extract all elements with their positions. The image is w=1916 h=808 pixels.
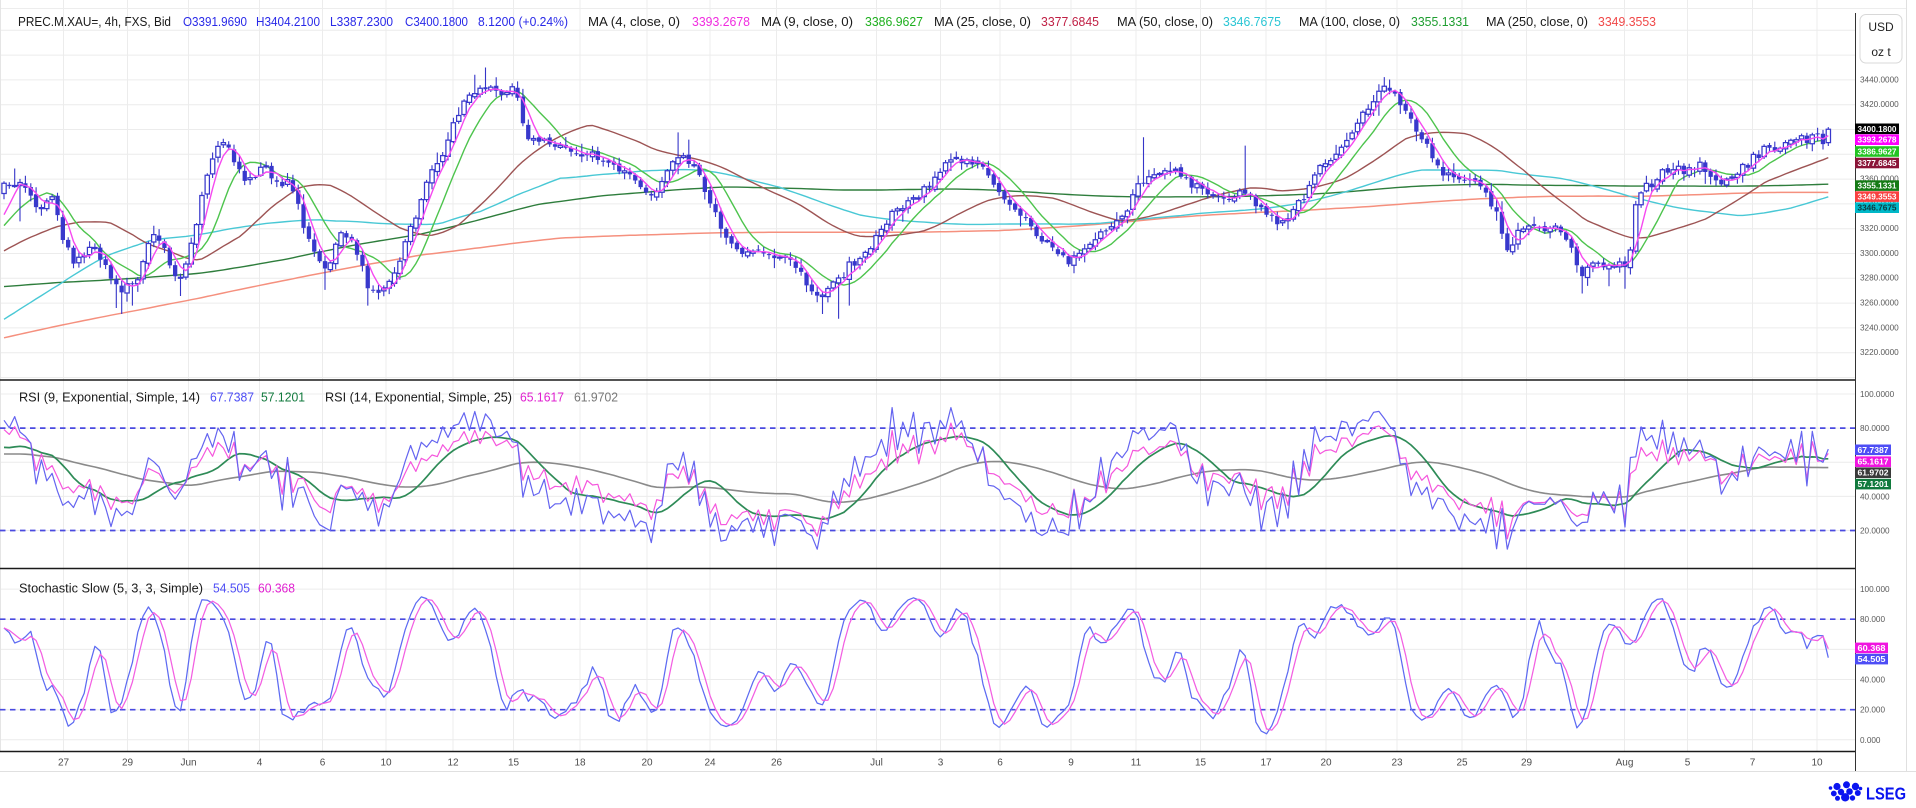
- svg-text:20: 20: [641, 758, 653, 769]
- svg-text:3360.0000: 3360.0000: [1860, 175, 1899, 184]
- svg-text:3440.0000: 3440.0000: [1860, 75, 1899, 84]
- svg-text:20.0000: 20.0000: [1860, 526, 1890, 535]
- svg-text:57.1201: 57.1201: [1858, 479, 1889, 489]
- svg-text:Stochastic Slow (5, 3, 3, Simp: Stochastic Slow (5, 3, 3, Simple): [19, 582, 203, 596]
- svg-text:54.505: 54.505: [1858, 654, 1886, 664]
- svg-text:C3400.1800: C3400.1800: [405, 15, 468, 29]
- svg-text:MA (250, close, 0): MA (250, close, 0): [1486, 15, 1588, 29]
- svg-text:67.7387: 67.7387: [1858, 445, 1889, 455]
- svg-text:3300.0000: 3300.0000: [1860, 249, 1899, 258]
- svg-text:60.368: 60.368: [1858, 643, 1886, 653]
- svg-text:3377.6845: 3377.6845: [1858, 158, 1897, 168]
- svg-text:17: 17: [1260, 758, 1272, 769]
- svg-text:LSEG: LSEG: [1866, 784, 1906, 804]
- svg-text:65.1617: 65.1617: [520, 391, 564, 405]
- svg-text:67.7387: 67.7387: [210, 391, 254, 405]
- svg-text:H3404.2100: H3404.2100: [256, 15, 320, 29]
- svg-text:3420.0000: 3420.0000: [1860, 100, 1899, 109]
- svg-text:3355.1331: 3355.1331: [1858, 181, 1897, 191]
- svg-text:40.0000: 40.0000: [1860, 492, 1890, 501]
- svg-text:61.9702: 61.9702: [1858, 468, 1889, 478]
- svg-text:100.0000: 100.0000: [1860, 390, 1895, 399]
- svg-text:80.000: 80.000: [1860, 615, 1885, 624]
- svg-text:MA (9, close, 0): MA (9, close, 0): [761, 15, 853, 29]
- svg-text:7: 7: [1750, 758, 1756, 769]
- svg-text:20: 20: [1320, 758, 1332, 769]
- svg-text:24: 24: [704, 758, 716, 769]
- svg-text:3355.1331: 3355.1331: [1411, 15, 1469, 29]
- svg-text:3280.0000: 3280.0000: [1860, 274, 1899, 283]
- svg-text:O3391.9690: O3391.9690: [183, 15, 247, 29]
- svg-text:15: 15: [508, 758, 520, 769]
- svg-text:29: 29: [1521, 758, 1533, 769]
- svg-text:3349.3553: 3349.3553: [1858, 192, 1897, 202]
- svg-text:3393.2678: 3393.2678: [1858, 135, 1897, 145]
- svg-text:3320.0000: 3320.0000: [1860, 224, 1899, 233]
- svg-text:Aug: Aug: [1616, 758, 1634, 769]
- svg-text:23: 23: [1391, 758, 1403, 769]
- svg-text:3240.0000: 3240.0000: [1860, 323, 1899, 332]
- svg-text:11: 11: [1131, 758, 1142, 769]
- svg-text:29: 29: [122, 758, 134, 769]
- svg-text:Jul: Jul: [870, 758, 883, 769]
- svg-text:3377.6845: 3377.6845: [1041, 15, 1099, 29]
- svg-text:MA (25, close, 0): MA (25, close, 0): [934, 15, 1031, 29]
- svg-text:RSI (14, Exponential, Simple,: RSI (14, Exponential, Simple, 25): [325, 391, 512, 405]
- svg-text:MA (4, close, 0): MA (4, close, 0): [588, 15, 680, 29]
- svg-text:57.1201: 57.1201: [261, 391, 305, 405]
- svg-text:0.000: 0.000: [1860, 736, 1881, 745]
- svg-text:3393.2678: 3393.2678: [692, 15, 750, 29]
- svg-text:MA (100, close, 0): MA (100, close, 0): [1299, 15, 1400, 29]
- svg-text:54.505: 54.505: [213, 582, 250, 596]
- svg-text:6: 6: [997, 758, 1003, 769]
- svg-text:USD: USD: [1868, 20, 1894, 34]
- svg-text:3220.0000: 3220.0000: [1860, 348, 1899, 357]
- svg-text:3346.7675: 3346.7675: [1223, 15, 1281, 29]
- svg-text:65.1617: 65.1617: [1858, 457, 1889, 467]
- svg-text:3349.3553: 3349.3553: [1598, 15, 1656, 29]
- svg-text:18: 18: [574, 758, 586, 769]
- svg-text:40.000: 40.000: [1860, 676, 1885, 685]
- svg-text:3346.7675: 3346.7675: [1858, 203, 1897, 213]
- svg-text:RSI (9, Exponential, Simple, 1: RSI (9, Exponential, Simple, 14): [19, 391, 200, 405]
- svg-text:15: 15: [1195, 758, 1207, 769]
- svg-text:PREC.M.XAU=, 4h, FXS, Bid: PREC.M.XAU=, 4h, FXS, Bid: [18, 15, 171, 29]
- svg-text:5: 5: [1685, 758, 1691, 769]
- svg-text:8.1200 (+0.24%): 8.1200 (+0.24%): [478, 15, 568, 29]
- svg-text:27: 27: [58, 758, 70, 769]
- svg-text:3386.9627: 3386.9627: [865, 15, 923, 29]
- svg-text:10: 10: [380, 758, 392, 769]
- svg-text:6: 6: [320, 758, 326, 769]
- svg-text:12: 12: [447, 758, 459, 769]
- svg-text:MA (50, close, 0): MA (50, close, 0): [1117, 15, 1213, 29]
- svg-text:oz t: oz t: [1871, 45, 1891, 59]
- svg-text:9: 9: [1068, 758, 1074, 769]
- svg-text:20.000: 20.000: [1860, 706, 1885, 715]
- svg-text:60.368: 60.368: [258, 582, 295, 596]
- svg-text:3386.9627: 3386.9627: [1858, 147, 1897, 157]
- svg-text:80.0000: 80.0000: [1860, 424, 1890, 433]
- svg-text:26: 26: [771, 758, 783, 769]
- svg-text:25: 25: [1456, 758, 1468, 769]
- svg-text:10: 10: [1811, 758, 1823, 769]
- svg-text:3400.1800: 3400.1800: [1858, 124, 1897, 134]
- svg-text:Jun: Jun: [180, 758, 196, 769]
- svg-text:3260.0000: 3260.0000: [1860, 299, 1899, 308]
- svg-text:100.000: 100.000: [1860, 585, 1890, 594]
- svg-text:61.9702: 61.9702: [574, 391, 618, 405]
- svg-text:3: 3: [938, 758, 944, 769]
- svg-text:4: 4: [257, 758, 263, 769]
- svg-text:L3387.2300: L3387.2300: [330, 15, 393, 29]
